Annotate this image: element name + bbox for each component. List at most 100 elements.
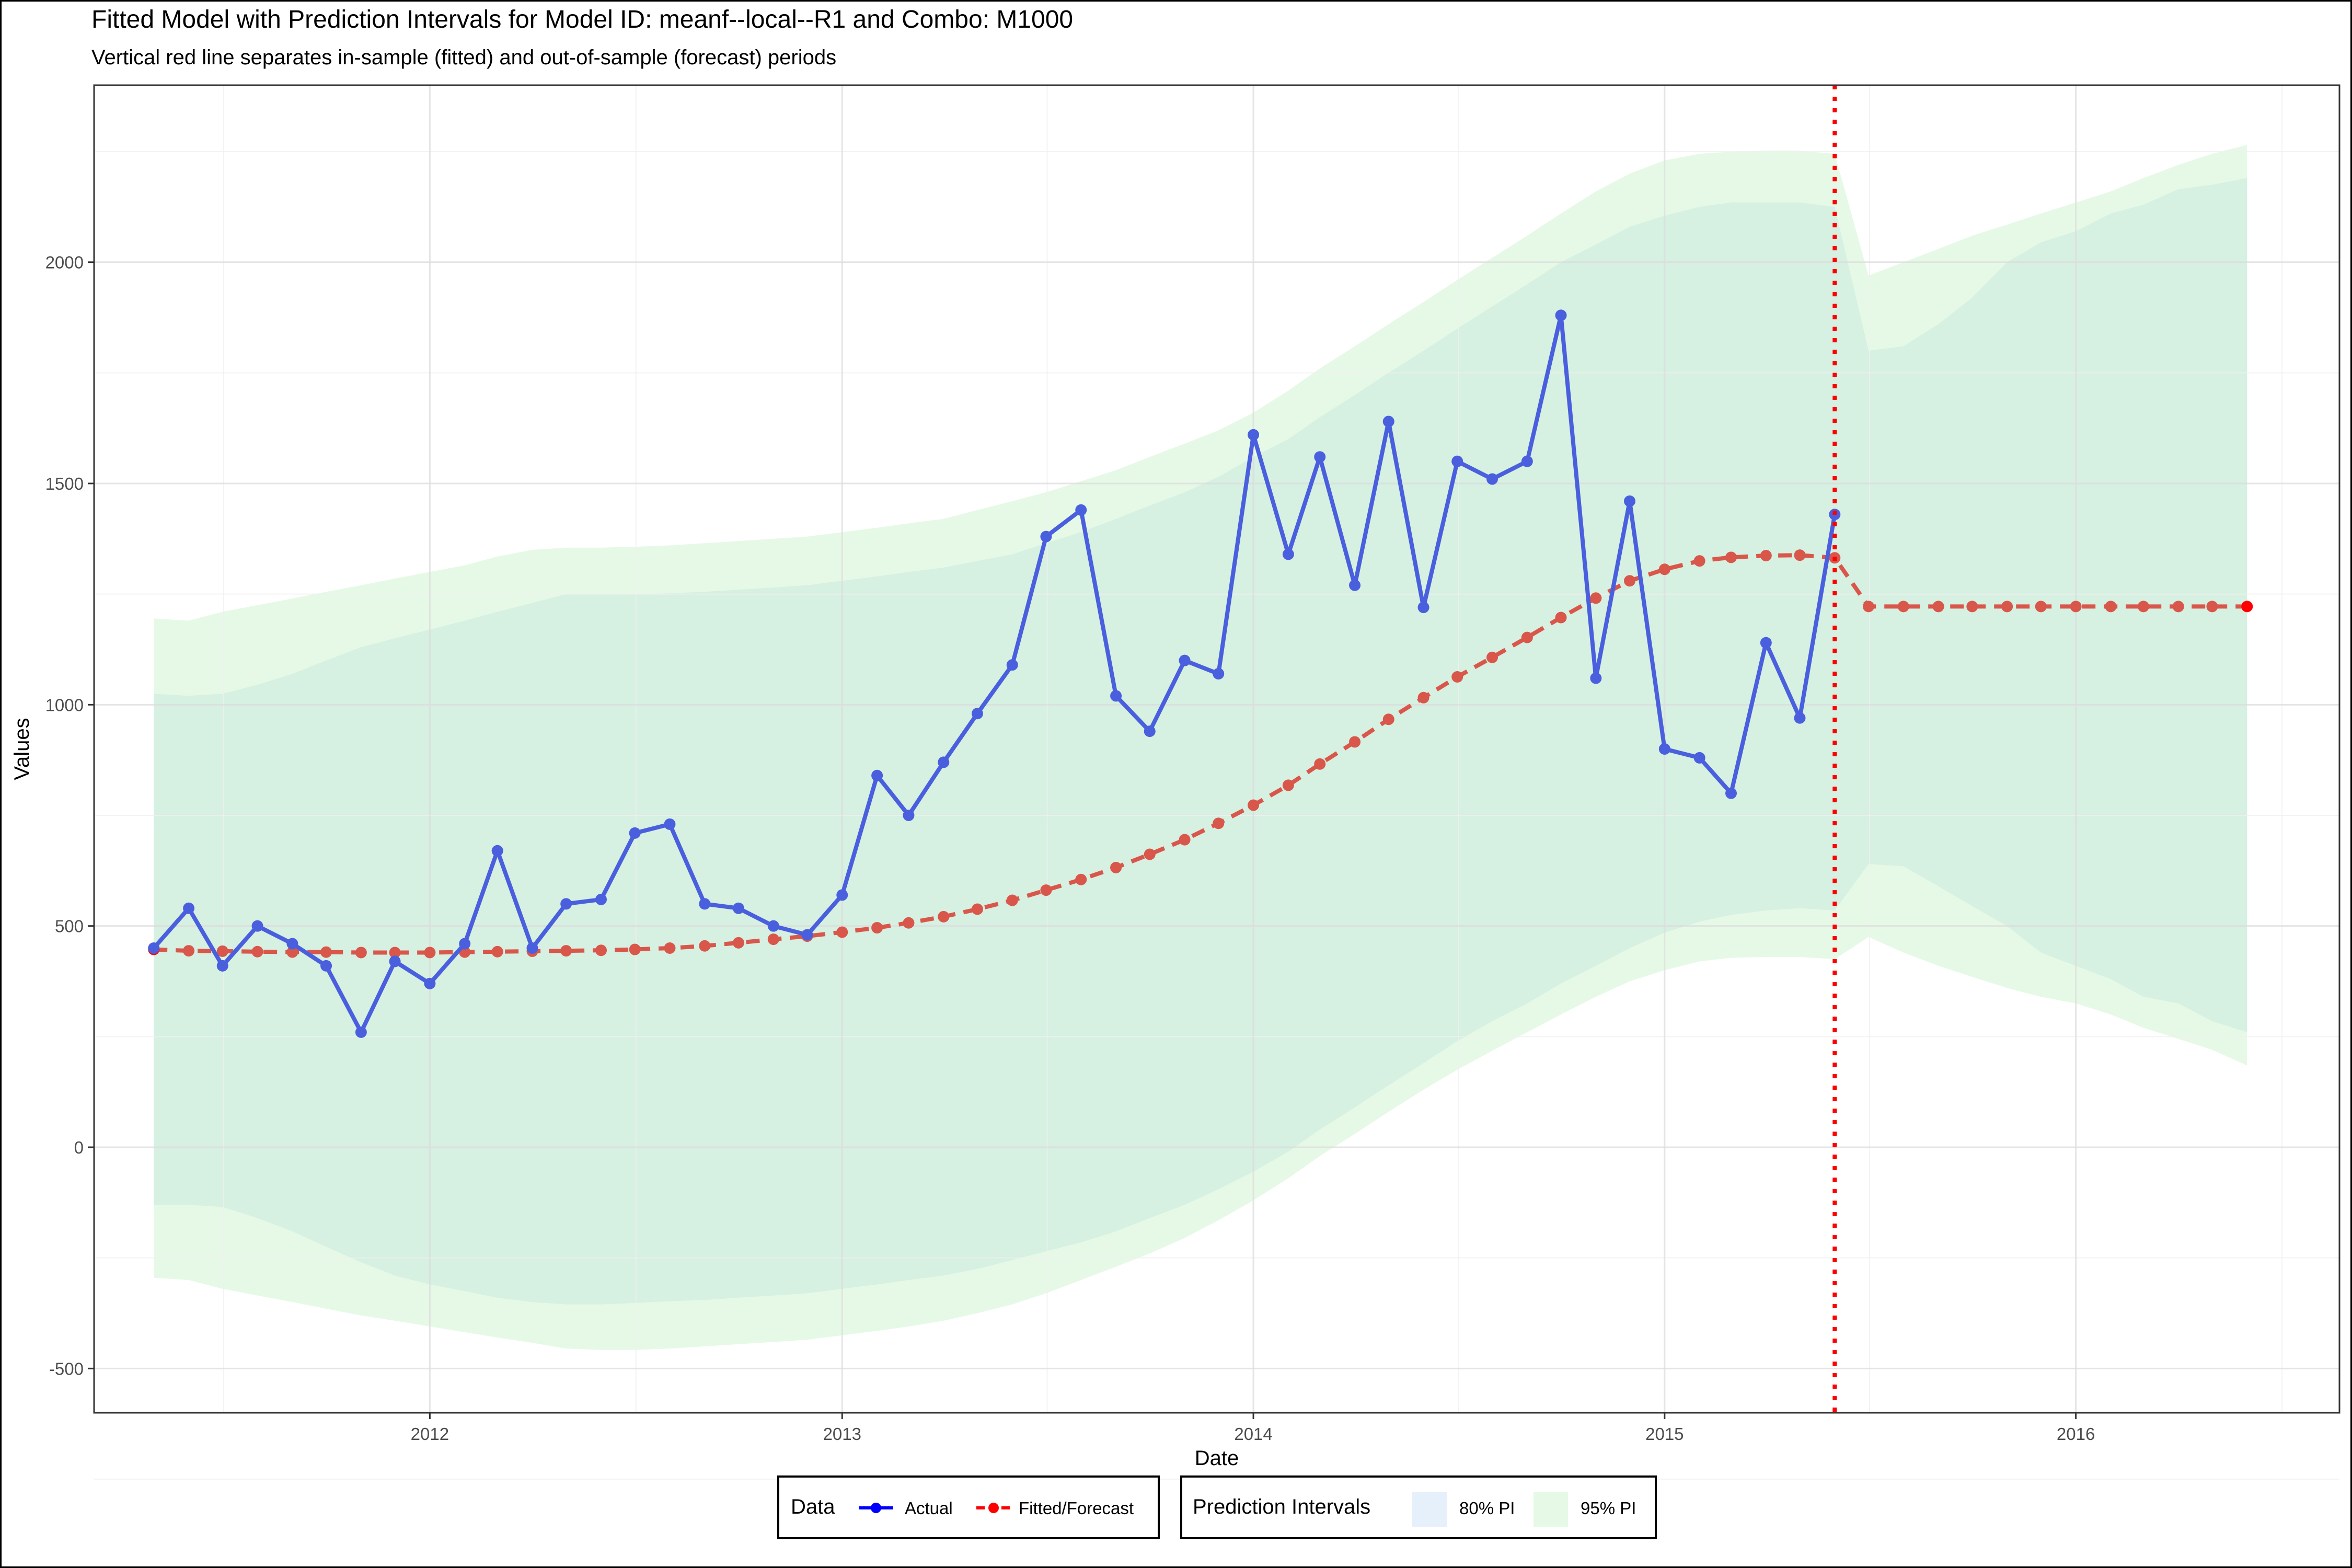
actual-point: [355, 1026, 367, 1038]
actual-point: [286, 938, 298, 950]
y-axis-label: Values: [10, 718, 33, 780]
fitted-point: [1075, 873, 1087, 885]
legend-fitted-label: Fitted/Forecast: [1019, 1498, 1134, 1518]
fitted-point: [1932, 601, 1944, 613]
fitted-point: [2137, 601, 2149, 613]
fitted-point: [320, 946, 332, 958]
fitted-point: [836, 926, 848, 938]
fitted-point: [1314, 758, 1326, 770]
legend-pi80-swatch: [1412, 1492, 1447, 1527]
legend-actual-key: [859, 1503, 893, 1513]
fitted-point: [216, 945, 228, 957]
fitted-point: [1144, 848, 1156, 860]
legend-prediction-intervals: Prediction Intervals 80% PI 95% PI: [1180, 1475, 1657, 1539]
fitted-point: [1451, 671, 1463, 683]
chart-subtitle: Vertical red line separates in-sample (f…: [91, 46, 837, 69]
fitted-point: [389, 947, 401, 959]
y-tick-label: 2000: [45, 253, 84, 272]
fitted-forecast-series: [148, 549, 2253, 959]
fitted-point: [2105, 601, 2117, 613]
fitted-point: [491, 946, 503, 958]
x-tick-label: 2016: [2057, 1424, 2095, 1444]
fitted-point: [1486, 651, 1498, 663]
grid-lines: [94, 85, 2339, 1480]
axis-ticks: 2012 2013 2014 2015 2016 -500 0 500 1000 1500 2000: [45, 253, 2095, 1444]
actual-point: [1110, 690, 1122, 702]
fitted-forecast-line: [154, 553, 2247, 955]
actual-point: [216, 960, 228, 972]
fitted-point: [1658, 563, 1670, 575]
fitted-point: [629, 943, 641, 955]
chart-title: Fitted Model with Prediction Intervals f…: [91, 6, 1074, 33]
fitted-point: [664, 942, 676, 954]
y-tick-label: -500: [49, 1359, 84, 1378]
actual-point: [836, 889, 848, 901]
actual-point: [148, 942, 160, 954]
legend-pi95-label: 95% PI: [1581, 1498, 1636, 1518]
fitted-point: [1040, 884, 1052, 896]
fitted-point: [1417, 691, 1429, 704]
actual-point: [1417, 602, 1429, 614]
fitted-point: [871, 922, 883, 934]
actual-point: [595, 893, 607, 905]
fitted-point: [1382, 713, 1394, 725]
actual-point: [1555, 309, 1567, 321]
fitted-point: [767, 933, 779, 946]
actual-point: [903, 810, 915, 821]
actual-point: [1248, 429, 1260, 441]
fitted-point: [1006, 894, 1018, 906]
actual-point: [971, 708, 983, 720]
actual-point: [767, 920, 779, 932]
fitted-point: [903, 917, 915, 929]
actual-point: [871, 769, 883, 781]
fitted-point: [1555, 612, 1567, 624]
actual-point: [320, 960, 332, 972]
fitted-point: [1966, 601, 1978, 613]
pi80-band: [154, 178, 2247, 1305]
actual-line: [152, 313, 1837, 1034]
actual-point: [1314, 451, 1326, 463]
actual-point: [629, 827, 641, 839]
legend-data-title: Data: [791, 1495, 835, 1518]
fitted-point: [1725, 551, 1737, 563]
x-tick-label: 2014: [1234, 1424, 1272, 1444]
actual-point: [459, 938, 471, 950]
x-tick-label: 2012: [411, 1424, 449, 1444]
fitted-point: [1862, 601, 1874, 613]
actual-point: [801, 929, 813, 941]
actual-point: [1075, 504, 1087, 516]
legend-fitted-key: [976, 1503, 1011, 1513]
actual-point: [1144, 725, 1156, 737]
actual-point: [1760, 637, 1772, 649]
legend-pi80-label: 80% PI: [1459, 1498, 1515, 1518]
y-tick-label: 500: [55, 917, 84, 936]
fitted-point: [971, 903, 983, 915]
actual-point: [664, 818, 676, 830]
fitted-point: [1282, 779, 1294, 791]
fitted-point: [424, 947, 436, 959]
y-tick-label: 1000: [45, 695, 84, 714]
x-tick-label: 2015: [1645, 1424, 1684, 1444]
actual-point: [1451, 455, 1463, 467]
fitted-point: [2172, 601, 2184, 613]
legend-actual-label: Actual: [905, 1498, 953, 1518]
actual-point: [1590, 672, 1602, 684]
fitted-point: [1521, 631, 1533, 643]
actual-point: [1794, 712, 1806, 724]
fitted-point: [1590, 592, 1602, 604]
legend-pi-title: Prediction Intervals: [1193, 1495, 1371, 1518]
x-axis-label: Date: [1195, 1447, 1239, 1470]
actual-point: [1282, 548, 1294, 560]
actual-point: [1006, 659, 1018, 671]
actual-point: [424, 977, 436, 989]
actual-point: [1658, 743, 1670, 755]
actual-point: [1040, 531, 1052, 543]
fitted-point: [560, 945, 572, 957]
actual-point: [389, 955, 401, 967]
fitted-point: [1897, 601, 1909, 613]
actual-point: [699, 898, 711, 910]
fitted-point: [1760, 550, 1772, 562]
actual-point: [1624, 495, 1636, 507]
fitted-point: [595, 944, 607, 956]
